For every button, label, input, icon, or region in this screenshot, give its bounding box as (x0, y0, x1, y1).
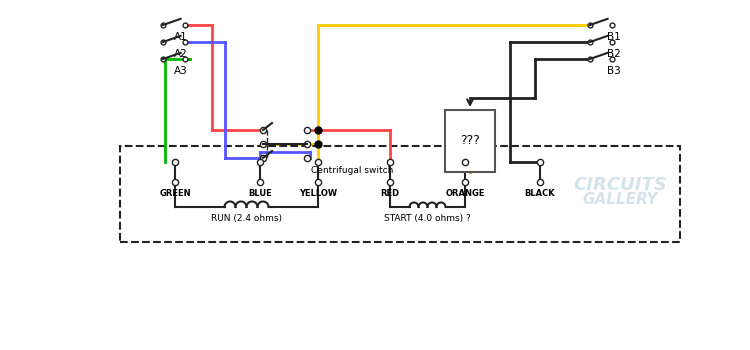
Text: A3: A3 (174, 66, 188, 76)
Text: RED: RED (380, 189, 400, 198)
Text: B3: B3 (608, 66, 621, 76)
Text: A1: A1 (174, 32, 188, 42)
Text: A2: A2 (174, 49, 188, 59)
Text: Centrifugal switch: Centrifugal switch (311, 166, 393, 175)
Text: START (4.0 ohms) ?: START (4.0 ohms) ? (384, 214, 471, 223)
Text: GALLERY: GALLERY (582, 193, 658, 208)
Text: RUN (2.4 ohms): RUN (2.4 ohms) (211, 214, 282, 223)
Text: GREEN: GREEN (159, 189, 190, 198)
Bar (445, 110, 495, 172)
Text: BLACK: BLACK (525, 189, 555, 198)
Text: YELLOW: YELLOW (299, 189, 337, 198)
Text: B2: B2 (608, 49, 621, 59)
Text: B1: B1 (608, 32, 621, 42)
Text: ???: ??? (460, 134, 480, 147)
Text: CIRCUITS: CIRCUITS (573, 176, 667, 194)
Text: BLUE: BLUE (248, 189, 272, 198)
Text: ORANGE: ORANGE (446, 189, 485, 198)
